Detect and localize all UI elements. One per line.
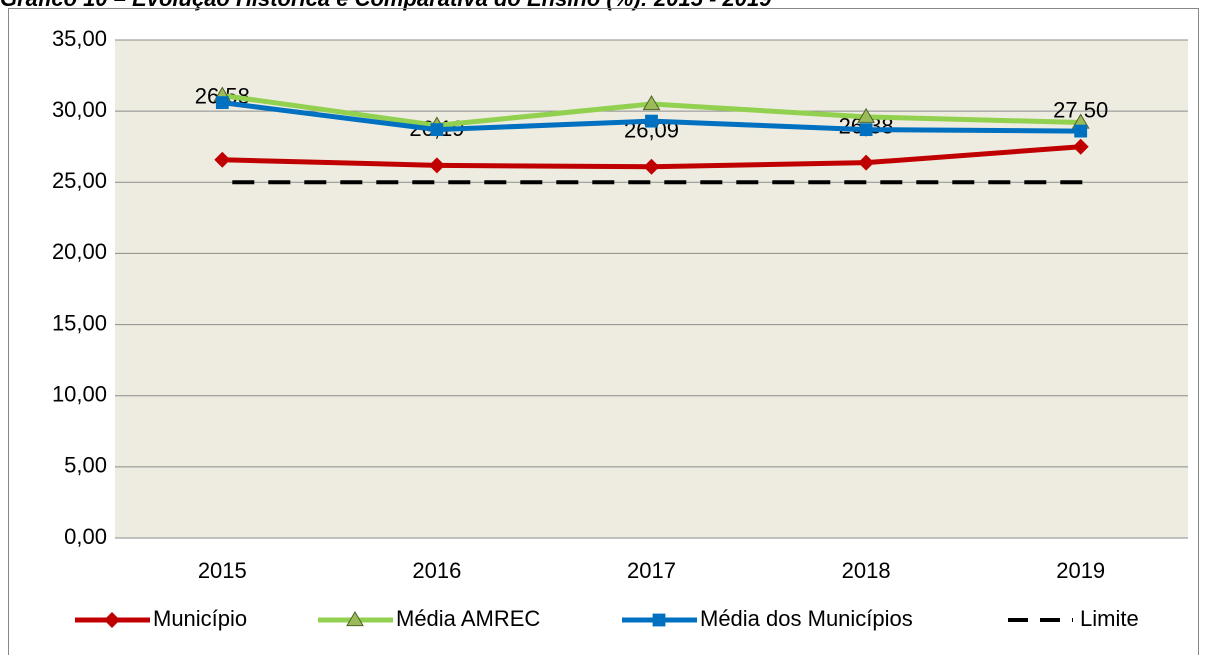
chart-title: Gráfico 10 – Evolução Histórica e Compar…: [0, 0, 772, 11]
y-tick-label: 5,00: [64, 453, 107, 478]
marker: [645, 114, 658, 128]
marker: [428, 157, 445, 174]
legend-marker: [652, 613, 666, 627]
marker: [643, 158, 660, 175]
x-tick-label: 2019: [1056, 558, 1105, 583]
marker: [642, 95, 661, 111]
legend-label: Município: [153, 606, 247, 631]
x-tick-label: 2016: [412, 558, 461, 583]
marker: [857, 107, 875, 123]
marker: [858, 154, 875, 171]
legend-label: Média AMREC: [396, 606, 540, 631]
legend-marker: [104, 612, 120, 628]
y-tick-label: 30,00: [52, 97, 107, 122]
legend-marker: [346, 611, 364, 627]
marker: [215, 96, 229, 110]
y-tick-label: 15,00: [52, 310, 107, 335]
marker: [859, 123, 873, 137]
marker: [430, 123, 444, 137]
x-tick-label: 2017: [627, 558, 676, 583]
x-tick-label: 2015: [198, 558, 247, 583]
y-tick-label: 35,00: [52, 26, 107, 51]
chart-frame: [8, 8, 1199, 655]
legend-label: Média dos Municípios: [700, 606, 913, 631]
x-tick-label: 2018: [842, 558, 891, 583]
marker: [1072, 138, 1089, 155]
marker: [1074, 124, 1088, 138]
y-tick-label: 25,00: [52, 168, 107, 193]
y-tick-label: 0,00: [64, 524, 107, 549]
y-tick-label: 10,00: [52, 382, 107, 407]
plot-area: [115, 40, 1188, 538]
y-tick-label: 20,00: [52, 239, 107, 264]
legend-label: Limite: [1080, 606, 1139, 631]
marker: [214, 151, 231, 168]
